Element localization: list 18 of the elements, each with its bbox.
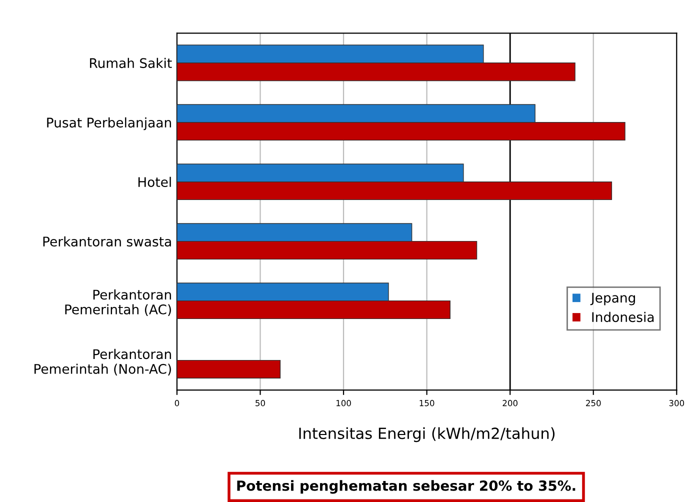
y-tick-label: Pusat Perbelanjaan xyxy=(47,117,171,130)
y-tick-label: Hotel xyxy=(138,176,171,188)
y-tick-label: Rumah Sakit xyxy=(90,58,172,68)
bar xyxy=(176,360,281,379)
x-tick-label: 0 xyxy=(174,400,180,406)
y-tick-label: Perkantoran Pemerintah (Non-AC) xyxy=(34,348,171,376)
legend-label: Jepang xyxy=(590,292,635,306)
legend-label: Indonesia xyxy=(592,312,654,322)
text: Potensi penghematan sebesar 20% to 35%. xyxy=(237,480,576,494)
x-tick-label: 250 xyxy=(586,400,601,406)
y-tick-label: Perkantoran swasta xyxy=(43,236,171,247)
x-tick-label: 150 xyxy=(420,400,434,406)
x-tick-label: 50 xyxy=(256,400,265,406)
x-axis-title: Intensitas Energi (kWh/m2/tahun) xyxy=(299,427,555,442)
x-tick-label: 100 xyxy=(336,400,351,406)
y-tick-label: Perkantoran Pemerintah (AC) xyxy=(65,289,171,316)
x-tick-label: 300 xyxy=(669,400,684,406)
x-tick-label: 200 xyxy=(502,400,518,406)
